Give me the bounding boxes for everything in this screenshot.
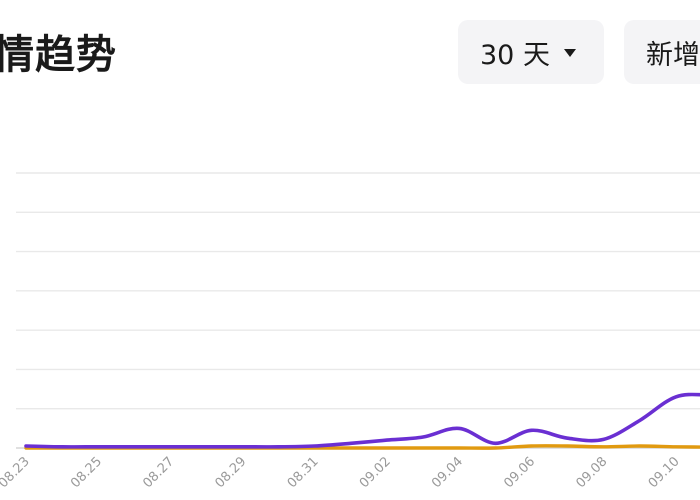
x-tick-label: 08.31: [285, 454, 322, 491]
x-tick-label: 08.23: [0, 454, 33, 491]
x-tick-label: 09.04: [429, 454, 466, 491]
x-tick-label: 08.25: [68, 454, 105, 491]
chart-grid: [16, 172, 700, 449]
x-tick-label: 09.02: [357, 454, 394, 491]
time-range-dropdown[interactable]: 30 天: [458, 20, 604, 84]
page-title: 情趋势: [0, 32, 117, 78]
x-tick-label: 08.27: [140, 454, 177, 491]
metric-label: 新增: [646, 39, 700, 71]
series-line-orange: [24, 444, 700, 450]
caret-down-icon: [563, 49, 576, 57]
chart-x-ticks: 08.23 08.25 08.27 08.29 08.31 09.02 09.04 09.06…: [0, 454, 683, 491]
series-line-purple: [24, 392, 700, 449]
x-tick-label: 09.08: [574, 454, 611, 491]
metric-toggle-button[interactable]: 新增: [624, 20, 700, 84]
x-tick-label: 09.10: [646, 454, 683, 491]
x-tick-label: 08.29: [213, 454, 250, 491]
x-tick-label: 09.06: [501, 454, 538, 491]
time-range-label: 30 天: [480, 39, 550, 71]
chart-lines: [24, 392, 700, 450]
